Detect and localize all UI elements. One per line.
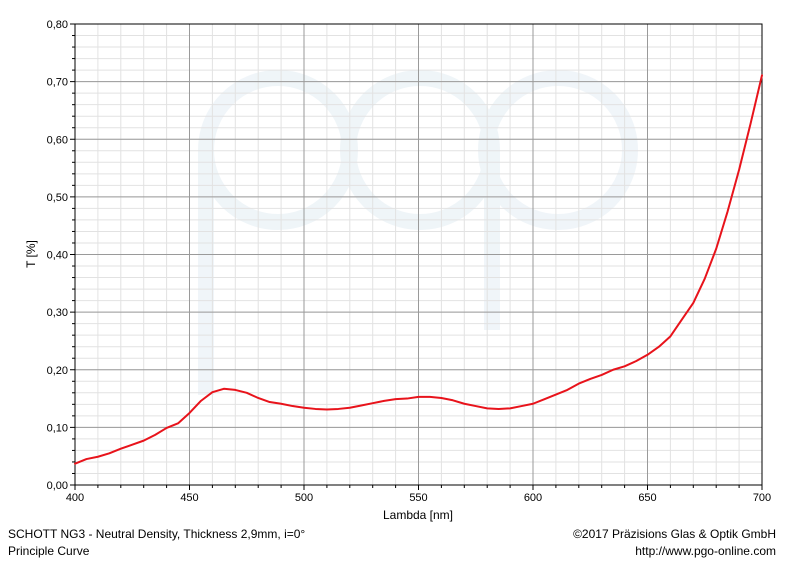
y-tick-labels: 0,00 0,10 0,20 0,30 0,40 0,50 0,60 0,70 0,80 [47, 19, 75, 492]
y-axis-label: T [%] [24, 240, 38, 268]
transmission-curve [74, 74, 763, 465]
y-tick-label: 0,50 [47, 192, 68, 204]
x-tick-label: 500 [295, 492, 313, 504]
y-tick-label: 0,10 [47, 422, 68, 434]
x-tick-labels: 400 450 500 550 600 650 700 [66, 485, 771, 504]
y-tick-label: 0,80 [47, 19, 68, 31]
chart-description: SCHOTT NG3 - Neutral Density, Thickness … [8, 527, 306, 541]
y-tick-label: 0,00 [47, 480, 68, 492]
x-tick-label: 600 [524, 492, 542, 504]
x-axis-label: Lambda [nm] [383, 508, 453, 522]
plot-frame [74, 23, 763, 486]
x-tick-label: 650 [638, 492, 656, 504]
x-tick-label: 700 [753, 492, 771, 504]
website-link[interactable]: http://www.pgo-online.com [635, 544, 776, 558]
transmission-chart: 0,00 0,10 0,20 0,30 0,40 0,50 0,60 0,70 0,80 400… [24, 19, 771, 522]
y-tick-label: 0,60 [47, 134, 68, 146]
y-tick-label: 0,30 [47, 307, 68, 319]
pgo-watermark-logo [198, 70, 638, 395]
copyright-notice: ©2017 Präzisions Glas & Optik GmbH [573, 527, 776, 541]
y-tick-label: 0,20 [47, 365, 68, 377]
x-tick-label: 450 [180, 492, 198, 504]
x-tick-label: 400 [66, 492, 84, 504]
curve-type-note: Principle Curve [8, 544, 90, 558]
y-tick-label: 0,70 [47, 77, 68, 89]
x-tick-label: 550 [409, 492, 427, 504]
y-tick-label: 0,40 [47, 250, 68, 262]
